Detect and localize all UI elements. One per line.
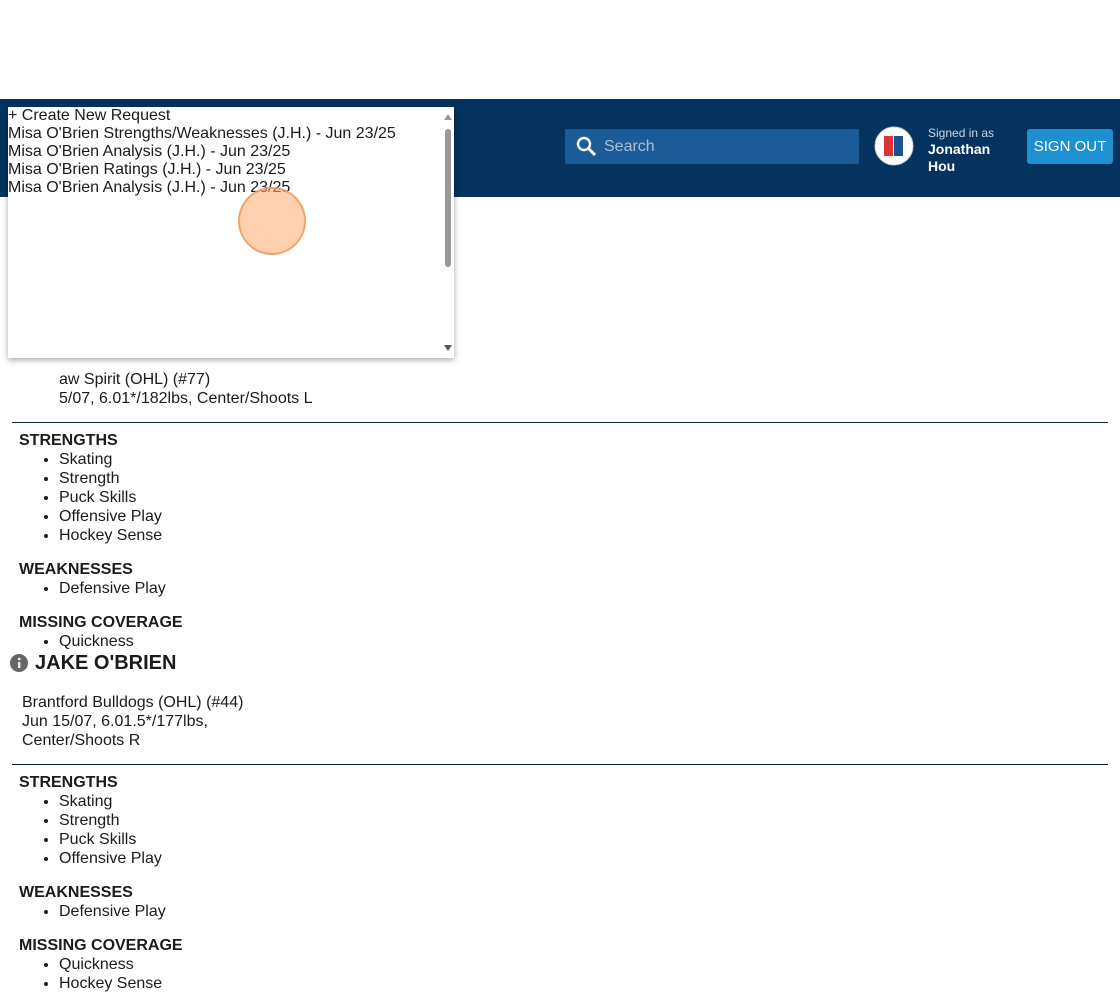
dropdown-item[interactable]: Misa O'Brien Strengths/Weaknesses (J.H.)… (8, 125, 396, 142)
list-item: Offensive Play (59, 849, 1120, 868)
list-item: Quickness (59, 955, 1120, 974)
list-item: Hockey Sense (59, 974, 1120, 993)
list-item: Offensive Play (59, 507, 1120, 526)
divider (12, 764, 1108, 765)
info-line: Center/Shoots R (22, 732, 141, 749)
scrollbar (444, 114, 452, 351)
section: WEAKNESSESDefensive Play (0, 560, 1120, 598)
info-line: aw Spirit (OHL) (#77) (59, 371, 211, 388)
player-card: JAKE O'BRIEN Brantford Bulldogs (OHL) (#4… (0, 651, 1120, 993)
info-icon (10, 654, 28, 672)
section-heading: WEAKNESSES (19, 884, 133, 901)
list-item: Defensive Play (59, 902, 1120, 921)
player-info: Brantford Bulldogs (OHL) (#44) Jun 15/07,… (0, 693, 1120, 750)
section: MISSING COVERAGEQuicknessHockey Sense (0, 936, 1120, 993)
divider (12, 422, 1108, 423)
section: STRENGTHSSkatingStrengthPuck SkillsOffen… (0, 773, 1120, 868)
search-box[interactable]: Search (565, 129, 859, 164)
section: MISSING COVERAGEQuickness (0, 613, 1120, 651)
section-list: Quickness (19, 632, 1120, 651)
dropdown-item[interactable]: + Create New Request (8, 107, 171, 124)
section-heading: MISSING COVERAGE (19, 937, 183, 954)
info-line: Jun 15/07, 6.01.5*/177lbs, (22, 713, 208, 730)
section-heading: STRENGTHS (19, 774, 118, 791)
section-list: QuicknessHockey Sense (19, 955, 1120, 993)
section-heading: STRENGTHS (19, 432, 118, 449)
section-heading: MISSING COVERAGE (19, 614, 183, 631)
dropdown-item[interactable]: Misa O'Brien Analysis (J.H.) - Jun 23/25 (8, 179, 291, 196)
list-item: Puck Skills (59, 830, 1120, 849)
info-line: 5/07, 6.01*/182lbs, Center/Shoots L (59, 390, 313, 407)
signed-in-label: Signed in as (928, 126, 995, 140)
list-item: Skating (59, 450, 1120, 469)
section: WEAKNESSESDefensive Play (0, 883, 1120, 921)
list-item: Puck Skills (59, 488, 1120, 507)
list-item: Defensive Play (59, 579, 1120, 598)
section-list: SkatingStrengthPuck SkillsOffensive Play… (19, 450, 1120, 545)
list-item: Quickness (59, 632, 1120, 651)
section-heading: WEAKNESSES (19, 561, 133, 578)
player-info: aw Spirit (OHL) (#77) 5/07, 6.01*/182lbs,… (0, 370, 1120, 408)
logo (874, 126, 914, 166)
click-indicator (238, 187, 306, 255)
list-item: Hockey Sense (59, 526, 1120, 545)
section: STRENGTHSSkatingStrengthPuck SkillsOffen… (0, 431, 1120, 545)
search-icon (576, 136, 597, 157)
dropdown-item[interactable]: Misa O'Brien Ratings (J.H.) - Jun 23/25 (8, 161, 286, 178)
sign-out-button[interactable]: SIGN OUT (1027, 129, 1113, 164)
search-placeholder: Search (604, 138, 655, 155)
player-name-text: JAKE O'BRIEN (35, 652, 177, 674)
page: Search Signed in as Jonathan Hou SIGN OU… (0, 99, 1120, 992)
list-item: Strength (59, 469, 1120, 488)
section-list: Defensive Play (19, 579, 1120, 598)
player-card: CHAEL MISAaw Spirit (OHL) (#77)5/07, 6.0… (0, 328, 1120, 651)
player-name: JAKE O'BRIEN (0, 651, 1120, 675)
list-item: Strength (59, 811, 1120, 830)
dropdown-item[interactable]: Misa O'Brien Analysis (J.H.) - Jun 23/25 (8, 143, 291, 160)
user-name: Jonathan Hou (928, 141, 991, 174)
section-list: Defensive Play (19, 902, 1120, 921)
section-list: SkatingStrengthPuck SkillsOffensive Play (19, 792, 1120, 868)
list-item: Skating (59, 792, 1120, 811)
dropdown-menu: + Create New Request Misa O'Brien Strengt… (8, 107, 454, 358)
info-line: Brantford Bulldogs (OHL) (#44) (22, 694, 244, 711)
